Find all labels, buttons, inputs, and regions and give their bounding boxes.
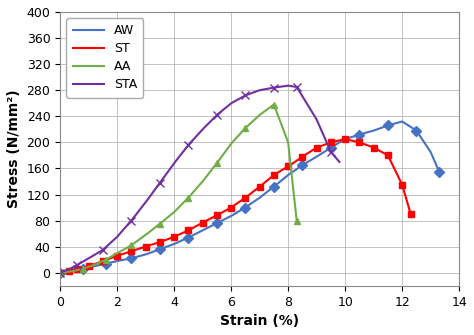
AW (181, 238, 186, 242)
ST (408, 212, 413, 216)
AA (294, 218, 300, 222)
STA (259, 88, 264, 92)
ST (172, 235, 177, 239)
Y-axis label: Stress (N/mm²): Stress (N/mm²) (7, 89, 21, 208)
AA (229, 141, 235, 145)
Legend: AW, ST, AA, STA: AW, ST, AA, STA (66, 18, 143, 98)
STA (337, 160, 342, 164)
Line: AA: AA (60, 105, 297, 273)
STA (260, 87, 266, 91)
AA (86, 265, 91, 269)
AW (331, 144, 337, 148)
STA (91, 253, 97, 257)
AW (208, 224, 213, 228)
AA (206, 172, 212, 176)
STA (285, 84, 291, 88)
AW (333, 143, 338, 147)
AA (271, 103, 276, 107)
ST (278, 169, 283, 173)
ST (310, 148, 316, 152)
Line: ST: ST (60, 139, 410, 273)
Line: STA: STA (60, 86, 339, 273)
AW (103, 262, 109, 266)
STA (233, 98, 239, 103)
AW (57, 271, 63, 275)
X-axis label: Strain (%): Strain (%) (220, 314, 299, 328)
Line: AW: AW (60, 122, 439, 273)
AA (228, 142, 234, 146)
ST (342, 137, 347, 141)
STA (57, 271, 63, 275)
ST (100, 259, 105, 263)
ST (196, 222, 202, 226)
AA (57, 271, 63, 275)
STA (168, 166, 173, 170)
AA (134, 239, 140, 243)
AW (296, 166, 301, 170)
AA (151, 226, 156, 230)
STA (148, 193, 154, 197)
AW (437, 170, 442, 174)
ST (57, 271, 63, 275)
ST (312, 147, 318, 151)
AW (399, 120, 405, 124)
